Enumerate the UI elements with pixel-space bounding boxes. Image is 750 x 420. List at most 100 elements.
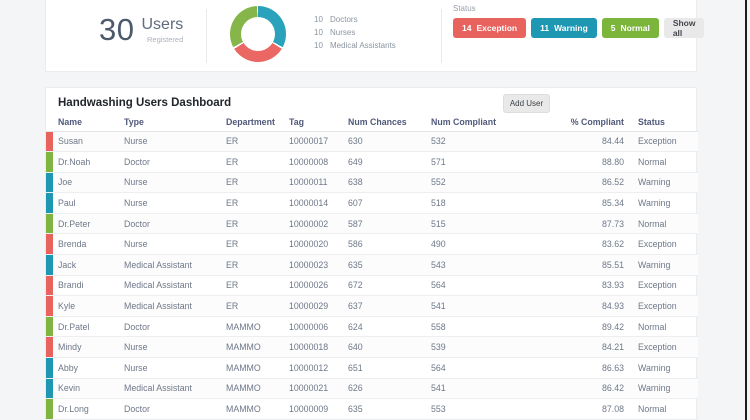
cell-pct-compliant: 88.80 [534,151,638,173]
donut-legend: 10 Doctors 10 Nurses 10 Medical Assistants [314,13,396,62]
table-row: Joe Nurse ER 10000011 638 552 86.52 Warning [46,171,698,193]
row-status-indicator [46,212,58,234]
cell-department: ER [226,151,289,173]
cell-department: ER [226,274,289,296]
table-row: Jack Medical Assistant ER 10000023 635 543 85.… [46,254,698,276]
cell-pct-compliant: 83.62 [534,233,638,255]
row-status-indicator [46,254,58,276]
cell-type: Medical Assistant [124,254,226,276]
cell-name: Brenda [58,233,124,255]
cell-type: Nurse [124,171,226,193]
column-indicator [46,114,58,132]
window-edge-line [745,0,747,420]
cell-department: MAMMO [226,398,289,420]
cell-pct-compliant: 87.08 [534,398,638,420]
cell-department: MAMMO [226,357,289,379]
cell-department: ER [226,254,289,276]
status-filter-warning-button[interactable]: 11 Warning [531,18,597,38]
cell-tag: 10000011 [289,171,348,193]
cell-department: ER [226,136,239,147]
row-status-indicator [46,377,58,399]
cell-status: Exception [638,136,677,147]
cell-pct-compliant: 87.73 [534,212,638,234]
add-user-button[interactable]: Add User [503,94,550,113]
cell-type: Doctor [124,151,226,173]
legend-label: Doctors [330,15,358,24]
page-title: Handwashing Users Dashboard [58,97,232,109]
cell-status: Normal [638,315,698,337]
cell-pct-compliant: 86.52 [534,171,638,193]
cell-status: Exception [638,295,698,317]
cell-pct-compliant: 86.63 [534,357,638,379]
table-header-row: Name Type Department Tag Num Chances Num Comp… [46,114,698,132]
column-header-tag: Tag [289,114,348,132]
section-divider [206,9,207,63]
cell-num-chances: 651 [348,357,431,379]
cell-pct-compliant: 86.42 [534,377,638,399]
table-row: Susan Nurse ER 10000017 630 532 84.44 Exception [46,131,698,152]
cell-type: Doctor [124,398,226,420]
cell-status: Warning [638,357,698,379]
cell-tag: 10000023 [289,254,348,276]
dashboard-card: Handwashing Users Dashboard Add User Nam… [45,87,698,420]
users-table: Name Type Department Tag Num Chances Num Comp… [46,114,698,420]
badge-label: Show all [672,18,696,38]
registered-sublabel: Registered [146,34,184,44]
cell-num-chances: 638 [348,171,431,193]
user-types-section: 10 Doctors 10 Nurses 10 Medical Assistants [230,6,396,62]
cell-num-chances: 635 [348,398,431,420]
cell-num-chances: 637 [348,295,431,317]
table-row: Dr.Noah Doctor ER 10000008 649 571 88.80 Normal [46,151,698,173]
cell-tag: 10000006 [289,315,348,337]
cell-name: Susan [58,136,83,147]
row-status-indicator [46,131,58,152]
users-avatar-icon [59,18,92,51]
cell-num-compliant: 515 [431,212,534,234]
user-types-donut-chart [230,6,286,62]
status-filter-exception-button[interactable]: 14 Exception [453,18,527,38]
row-status-indicator [46,192,58,214]
cell-name: Mindy [58,336,124,358]
cell-status: Warning [638,192,698,214]
legend-count: 10 [314,28,323,37]
table-row: Paul Nurse ER 10000014 607 518 85.34 Warning [46,192,698,214]
cell-pct-compliant: 85.34 [534,192,638,214]
status-filter-normal-button[interactable]: 5 Normal [601,18,659,38]
column-header-num-compliant: Num Compliant [431,114,534,132]
badge-count: 11 [540,23,550,33]
cell-num-chances: 640 [348,336,431,358]
cell-num-compliant: 564 [431,274,534,296]
table-row: Dr.Long Doctor MAMMO 10000009 635 553 87.08 Nor… [46,398,698,420]
users-table-body: Susan Nurse ER 10000017 630 532 84.44 Exception… [46,131,698,420]
cell-name: Abby [58,357,124,379]
badge-label: Normal [620,23,650,33]
row-status-indicator [46,336,58,358]
status-filter-show-all-button[interactable]: Show all [663,18,705,38]
cell-tag: 10000012 [289,357,348,379]
table-row: Abby Nurse MAMMO 10000012 651 564 86.63 Warning [46,357,698,379]
column-header-status: Status [638,114,698,132]
cell-status: Normal [638,212,698,234]
cell-num-compliant: 558 [431,315,534,337]
legend-count: 10 [314,15,323,24]
cell-type: Nurse [124,357,226,379]
cell-name: Dr.Patel [58,315,124,337]
cell-tag: 10000008 [289,151,348,173]
legend-item: 10 Doctors [314,13,396,26]
cell-status: Exception [638,274,698,296]
row-status-indicator [46,315,58,337]
badge-label: Exception [476,23,518,33]
row-status-indicator [46,274,58,296]
status-filter-section: Status 14 Exception 11 Warning 5 Normal Show a… [453,4,705,38]
row-status-indicator [46,357,58,379]
cell-num-compliant: 541 [431,295,534,317]
cell-type: Nurse [124,233,226,255]
column-header-type: Type [124,114,226,132]
cell-type: Doctor [124,212,226,234]
cell-name: Dr.Noah [58,151,124,173]
legend-item: 10 Medical Assistants [314,39,396,52]
cell-tag: 10000029 [289,295,348,317]
cell-type: Medical Assistant [124,295,226,317]
row-status-indicator [46,233,58,255]
status-badges: 14 Exception 11 Warning 5 Normal Show all [453,18,705,38]
